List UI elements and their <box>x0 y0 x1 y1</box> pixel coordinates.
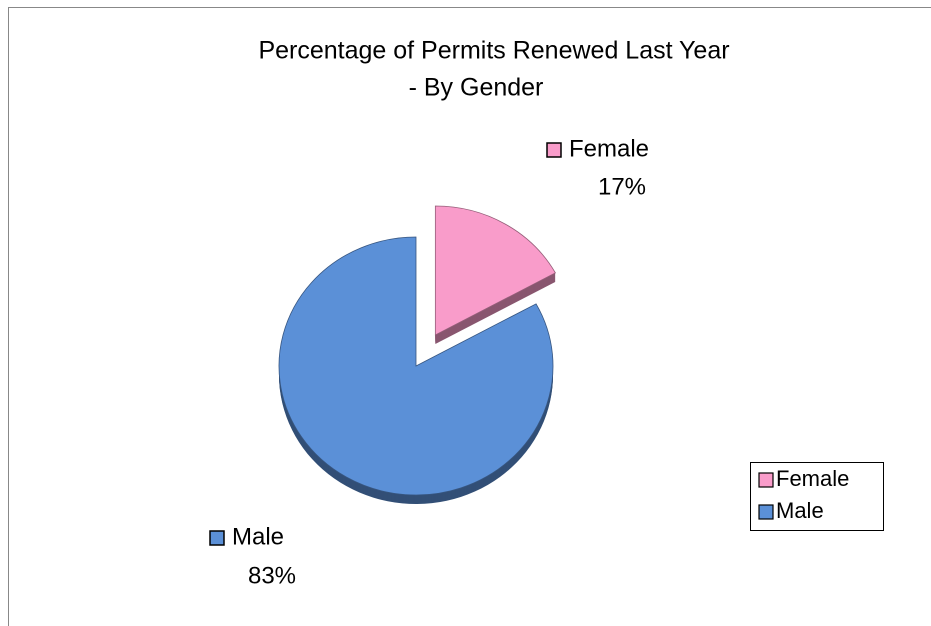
legend-swatch <box>758 472 774 488</box>
chart-title: Percentage of Permits Renewed Last Year <box>258 37 729 65</box>
data-label-marker <box>209 530 225 546</box>
data-label-name: Female <box>569 135 649 162</box>
legend: Female Male <box>750 462 884 531</box>
legend-label: Male <box>776 498 824 523</box>
legend-label: Female <box>776 466 849 491</box>
data-label-name: Male <box>232 523 284 550</box>
data-label-marker <box>546 142 562 158</box>
data-label: Female 17% <box>546 135 649 200</box>
data-label: Male 83% <box>209 523 296 589</box>
data-label-value: 83% <box>248 562 296 589</box>
chart-subtitle: - By Gender <box>409 74 544 102</box>
legend-swatch <box>758 504 774 520</box>
slice <box>434 205 556 336</box>
slice <box>278 236 554 496</box>
data-label-value: 17% <box>598 173 646 200</box>
